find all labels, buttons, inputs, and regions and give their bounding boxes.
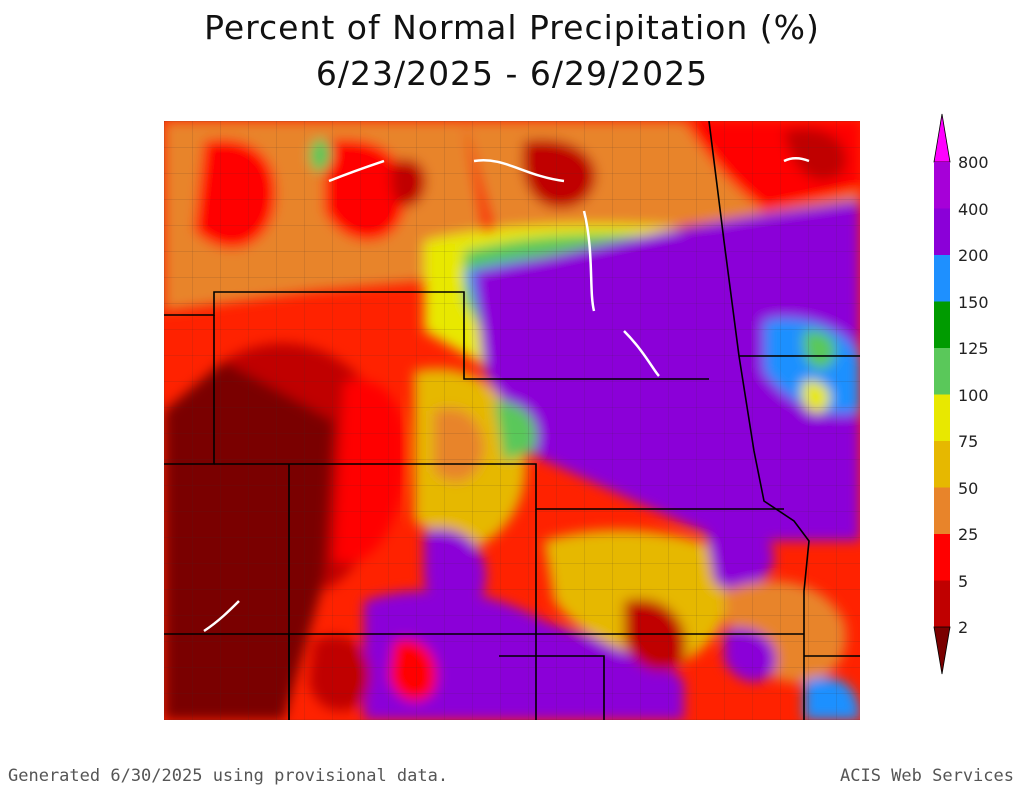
map-date-range: 6/23/2025 - 6/29/2025	[315, 54, 709, 93]
legend-arrow-top	[933, 113, 951, 163]
source-credit: ACIS Web Services	[840, 766, 1014, 786]
generated-note: Generated 6/30/2025 using provisional da…	[8, 766, 449, 786]
legend-label-50: 50	[958, 479, 979, 498]
map-title: Percent of Normal Precipitation (%)	[204, 8, 820, 47]
legend-label-5: 5	[958, 572, 969, 591]
legend-label-125: 125	[958, 339, 989, 358]
legend-swatch-125	[934, 348, 950, 395]
legend-label-2: 2	[958, 618, 969, 637]
legend-label-75: 75	[958, 432, 979, 451]
rivers	[203, 157, 810, 633]
legend-swatch-150	[934, 301, 950, 348]
legend-swatch-100	[934, 394, 950, 441]
legend-label-800: 800	[958, 153, 989, 172]
legend-swatch-400	[934, 208, 950, 255]
legend-swatch-800	[934, 162, 950, 209]
legend-swatch-25	[934, 534, 950, 581]
legend-label-25: 25	[958, 525, 979, 544]
legend-swatch-200	[934, 255, 950, 302]
legend-label-150: 150	[958, 293, 989, 312]
color-legend	[933, 113, 951, 675]
legend-label-400: 400	[958, 200, 989, 219]
legend-label-100: 100	[958, 386, 989, 405]
legend-swatch-75	[934, 441, 950, 488]
state-borders	[164, 121, 860, 720]
legend-arrow-bottom	[933, 626, 951, 675]
legend-swatch-50	[934, 487, 950, 534]
precipitation-map	[164, 121, 860, 720]
county-lines	[164, 121, 860, 720]
legend-label-200: 200	[958, 246, 989, 265]
legend-swatch-5	[934, 580, 950, 627]
